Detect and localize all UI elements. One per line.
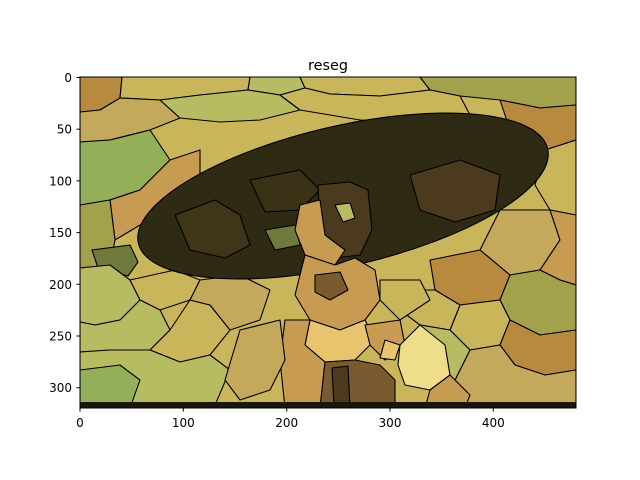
y-tick-label: 200 (49, 278, 72, 292)
x-tick-label: 300 (379, 416, 402, 430)
segment-region (314, 271, 349, 301)
x-tick-label: 400 (482, 416, 505, 430)
segment-region (334, 202, 356, 223)
segment-region (379, 279, 431, 321)
segmented-image (79, 76, 577, 409)
segment-region (379, 339, 401, 361)
segment-region (331, 365, 351, 408)
y-tick-label: 50 (57, 123, 72, 137)
figure-title: reseg (308, 58, 348, 74)
x-tick-label: 100 (172, 416, 195, 430)
y-tick-label: 250 (49, 330, 72, 344)
y-tick-label: 0 (64, 71, 72, 85)
segment-region (224, 319, 286, 401)
segment-region (409, 159, 501, 223)
y-axis: 0 50 100 150 200 250 300 (49, 71, 80, 395)
x-axis: 0 100 200 300 400 (76, 408, 505, 430)
segment-region (174, 199, 251, 259)
segment-bottom-strip (80, 402, 576, 408)
x-tick-label: 200 (275, 416, 298, 430)
segment-region (294, 199, 346, 266)
segment-region (249, 169, 321, 213)
segment-region (80, 364, 141, 408)
y-tick-label: 150 (49, 226, 72, 240)
y-tick-label: 300 (49, 381, 72, 395)
y-tick-label: 100 (49, 174, 72, 188)
image-frame (79, 76, 577, 409)
x-tick-label: 0 (76, 416, 84, 430)
segment-region (264, 224, 301, 251)
